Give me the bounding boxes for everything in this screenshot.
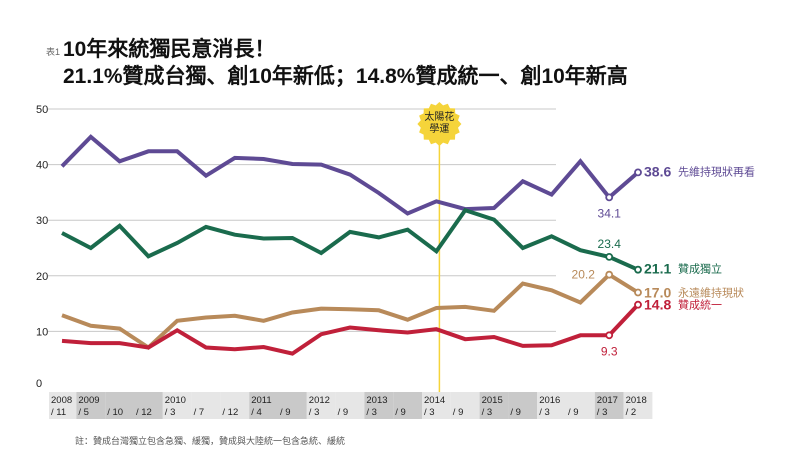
- x-tick-year: 2008: [51, 395, 72, 406]
- x-tick-month: / 3: [482, 407, 493, 418]
- x-axis-band: [76, 392, 106, 419]
- x-tick-month: / 12: [136, 407, 152, 418]
- x-axis-band: [566, 392, 595, 419]
- chart-subtitle: 21.1%贊成台獨、創10年新低；14.8%贊成統一、創10年新高: [63, 65, 628, 88]
- x-tick-month: / 4: [251, 407, 262, 418]
- prev-value-label: 20.2: [572, 268, 596, 282]
- data-point: [634, 300, 642, 309]
- x-axis-band: [105, 392, 134, 419]
- series-name-label: 贊成獨立: [678, 262, 722, 276]
- x-axis-band: [249, 392, 278, 419]
- end-value-label: 17.0: [644, 284, 671, 300]
- prev-value-label: 9.3: [601, 344, 618, 358]
- y-tick-label: 10: [36, 326, 48, 338]
- x-tick-month: / 9: [453, 407, 464, 418]
- x-tick-month: / 3: [424, 407, 435, 418]
- prev-value-label: 34.1: [598, 206, 622, 220]
- y-tick-label: 30: [36, 215, 48, 227]
- x-tick-year: 2017: [597, 395, 618, 406]
- x-tick-month: / 9: [568, 407, 579, 418]
- x-axis-band: [393, 392, 422, 419]
- x-tick-year: 2016: [539, 395, 560, 406]
- x-axis-band: [335, 392, 365, 419]
- data-point: [605, 331, 614, 340]
- annotation-label: 學運: [429, 122, 449, 135]
- x-axis-band: [278, 392, 307, 419]
- x-axis-band: [450, 392, 480, 419]
- data-point: [605, 193, 614, 202]
- end-value-label: 14.8: [644, 297, 671, 313]
- x-axis-band: [191, 392, 221, 419]
- x-axis-band: [508, 392, 538, 419]
- series-name-label: 贊成統一: [678, 298, 722, 312]
- x-tick-month: / 3: [165, 407, 176, 418]
- x-tick-year: 2011: [251, 395, 271, 406]
- x-tick-month: / 3: [309, 407, 320, 418]
- footnote: 註：贊成台灣獨立包含急獨、緩獨，贊成與大陸統一包含急統、緩統: [75, 436, 346, 446]
- x-tick-month: / 7: [194, 407, 205, 418]
- data-point: [605, 270, 614, 279]
- series-line: [61, 272, 640, 351]
- y-tick-label: 0: [36, 378, 42, 390]
- x-tick-month: / 9: [510, 407, 521, 418]
- x-axis-band: [134, 392, 163, 419]
- series-name-label: 先維持現狀再看: [678, 164, 755, 178]
- x-axis-band: [306, 392, 336, 419]
- end-value-label: 21.1: [644, 261, 671, 277]
- x-tick-year: 2015: [482, 395, 503, 406]
- x-axis-band: [49, 392, 77, 419]
- x-tick-year: 2014: [424, 395, 445, 406]
- x-axis-band: [623, 392, 653, 419]
- x-axis-band: [479, 392, 509, 419]
- y-tick-label: 20: [36, 271, 48, 283]
- annotation-label: 太陽花: [424, 110, 454, 123]
- x-tick-month: / 3: [366, 407, 377, 418]
- x-tick-month: / 9: [338, 407, 349, 418]
- sunflower-icon: [417, 102, 462, 146]
- x-tick-month: / 12: [222, 407, 238, 418]
- x-tick-year: 2018: [626, 395, 647, 406]
- data-point: [634, 168, 642, 177]
- x-tick-month: / 3: [597, 407, 608, 418]
- x-tick-month: / 10: [107, 407, 123, 418]
- x-tick-month: / 2: [626, 407, 637, 418]
- prev-value-label: 23.4: [598, 237, 622, 251]
- x-tick-year: 2013: [366, 395, 387, 406]
- series-name-label: 永遠維持現狀: [678, 285, 744, 299]
- x-axis-band: [537, 392, 566, 419]
- table-tag: 表1: [46, 47, 61, 57]
- y-tick-label: 50: [36, 104, 48, 116]
- data-point: [605, 252, 614, 261]
- x-axis-band: [364, 392, 394, 419]
- x-tick-month: / 11: [51, 407, 66, 418]
- x-tick-year: 2010: [165, 395, 186, 406]
- end-value-label: 38.6: [644, 163, 671, 179]
- x-tick-year: 2009: [78, 395, 99, 406]
- x-axis-band: [162, 392, 192, 419]
- x-tick-month: / 5: [78, 407, 89, 418]
- x-axis-band: [594, 392, 624, 419]
- series-line: [61, 303, 640, 356]
- chart-title: 10年來統獨民意消長！: [63, 38, 276, 61]
- x-tick-month: / 9: [395, 407, 406, 418]
- series-line: [61, 207, 639, 272]
- x-tick-month: / 3: [539, 407, 550, 418]
- x-axis-band: [220, 392, 250, 419]
- x-tick-year: 2012: [309, 395, 330, 406]
- y-tick-label: 40: [36, 160, 48, 172]
- data-point: [634, 288, 642, 297]
- x-axis-band: [422, 392, 451, 419]
- data-point: [634, 265, 642, 274]
- x-tick-month: / 9: [280, 407, 291, 418]
- series-line: [60, 134, 640, 216]
